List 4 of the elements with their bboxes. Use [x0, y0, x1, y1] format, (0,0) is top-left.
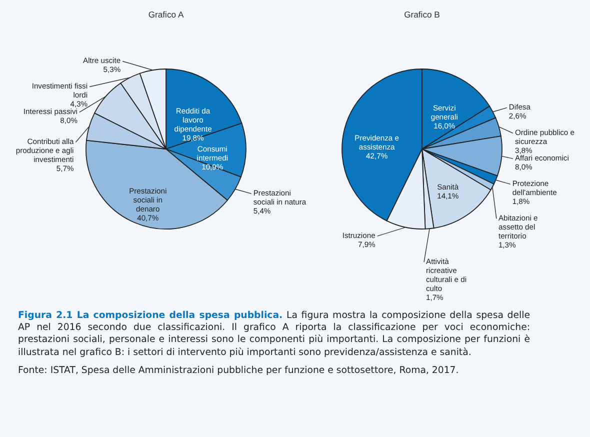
text: Figura 2.1 La composizione della spesa pubblica.: [18, 310, 283, 321]
source-note: Fonte: ISTAT, Spesa delle Amministrazioni pubbliche per funzione e sottosettore, Roma, 2017.: [18, 364, 460, 378]
chart-title: Grafico A: [148, 9, 184, 20]
chart-title: Grafico B: [404, 9, 440, 20]
